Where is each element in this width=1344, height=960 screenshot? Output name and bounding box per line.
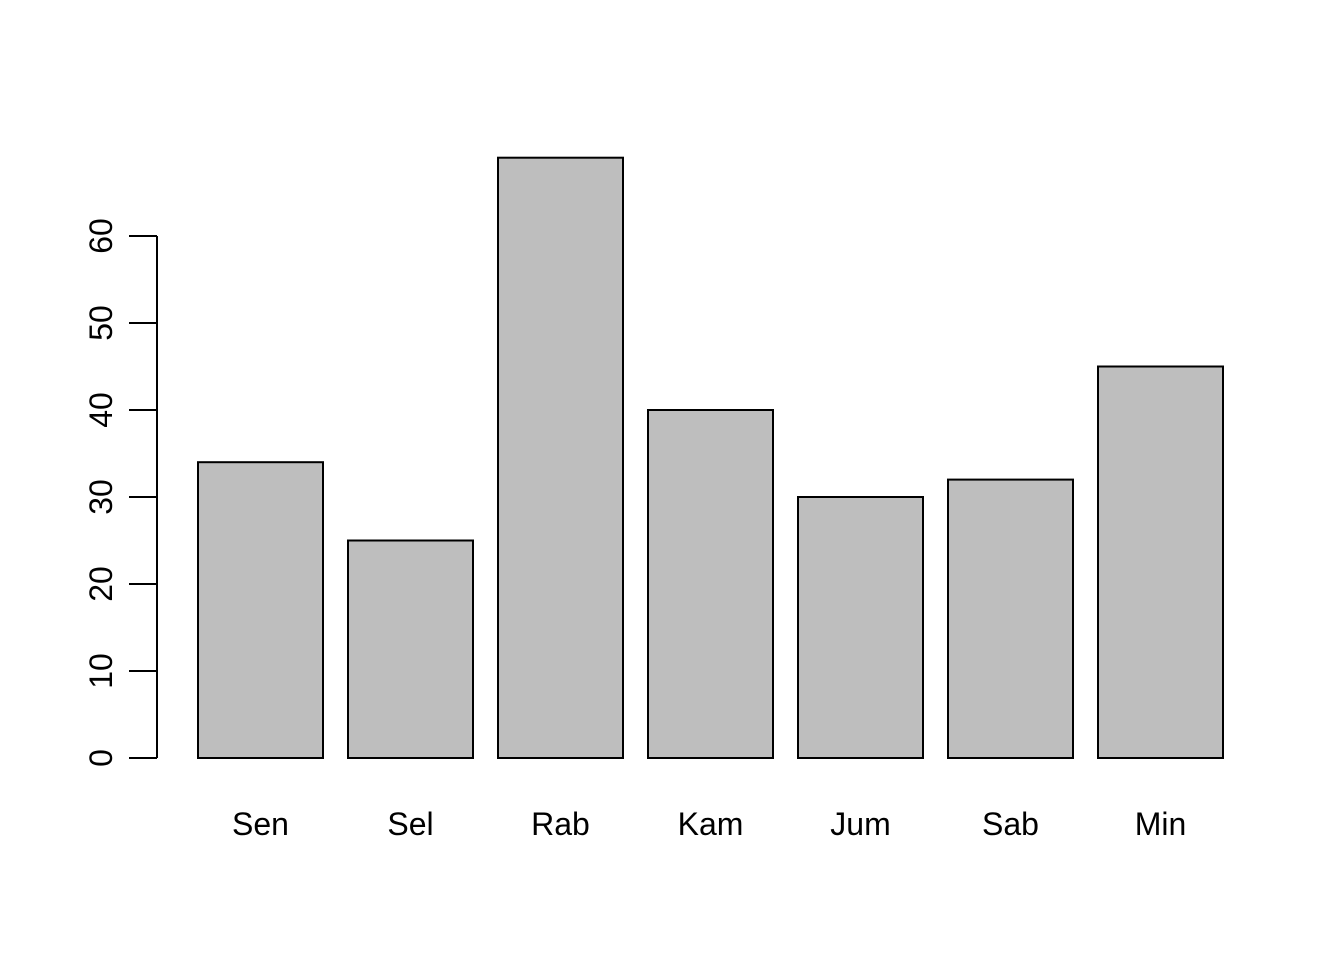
x-axis-labels: Sen Sel Rab Kam Jum Sab Min [232,806,1186,842]
x-tick-label: Kam [678,806,744,842]
bar-sab [947,478,1074,759]
y-tick-label: 40 [83,392,119,428]
bar-kam [647,409,774,759]
bar-sel [347,539,474,759]
x-tick-label: Sab [982,806,1039,842]
x-tick-label: Sen [232,806,289,842]
bar-jum [797,496,924,759]
bar-rab [497,156,624,759]
y-tick-label: 50 [83,305,119,341]
bar-sen [197,461,324,759]
x-tick-label: Rab [531,806,590,842]
y-tick-label: 60 [83,218,119,254]
x-tick-label: Min [1135,806,1187,842]
y-tick-label: 10 [83,653,119,689]
x-tick-label: Sel [387,806,433,842]
y-tick-label: 20 [83,566,119,602]
bar-min [1097,365,1224,759]
y-tick-label: 30 [83,479,119,515]
y-axis: 0 10 20 30 40 50 60 [83,218,158,767]
x-tick-label: Jum [830,806,890,842]
y-tick-label: 0 [83,749,119,767]
bars-group [197,156,1224,759]
